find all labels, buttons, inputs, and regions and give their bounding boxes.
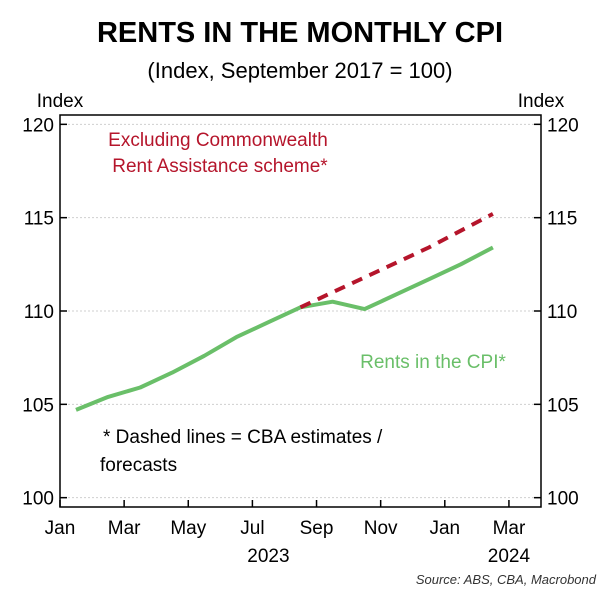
dashed-series-line — [299, 212, 494, 310]
x-tick-label-5: Nov — [364, 518, 398, 539]
year-label-2023: 2023 — [247, 546, 289, 567]
right-tick-label-105: 105 — [547, 395, 579, 416]
grid-lines — [60, 123, 541, 499]
left-axis-label: Index — [37, 91, 84, 112]
left-tick-label-115: 115 — [24, 209, 54, 230]
x-tick-label-0: Jan — [45, 518, 76, 539]
left-tick-label-105: 105 — [22, 395, 54, 416]
right-tick-label-120: 120 — [547, 115, 579, 136]
right-tick-label-110: 110 — [547, 302, 577, 323]
year-label-2024: 2024 — [488, 546, 531, 567]
left-tick-label-110: 110 — [24, 302, 54, 323]
x-tick-label-4: Sep — [300, 518, 334, 539]
axes: 100 100 105 105 110 110 115 115 120 120 Jan Mar May J… — [22, 115, 578, 567]
x-tick-label-1: Mar — [108, 518, 141, 539]
x-tick-label-7: Mar — [493, 518, 526, 539]
x-tick-label-6: Jan — [429, 518, 460, 539]
chart-subtitle: (Index, September 2017 = 100) — [147, 58, 452, 83]
dashed-series-label-line2: Rent Assistance scheme* — [112, 156, 328, 177]
rents-series-line — [75, 245, 494, 412]
chart-title: RENTS IN THE MONTHLY CPI — [97, 17, 503, 49]
right-axis-label: Index — [518, 91, 565, 112]
right-tick-label-100: 100 — [547, 489, 579, 510]
x-tick-label-3: Jul — [240, 518, 264, 539]
right-tick-label-115: 115 — [547, 209, 577, 230]
x-tick-label-2: May — [170, 518, 206, 539]
left-tick-label-100: 100 — [22, 489, 54, 510]
dashed-series-label-line1: Excluding Commonwealth — [108, 130, 328, 151]
left-tick-label-120: 120 — [22, 115, 54, 136]
series-layer — [75, 212, 494, 412]
source-note: Source: ABS, CBA, Macrobond — [416, 572, 597, 587]
note-line1: * Dashed lines = CBA estimates / — [103, 427, 383, 448]
note-line2: forecasts — [100, 455, 177, 476]
solid-series-label: Rents in the CPI* — [360, 352, 506, 373]
